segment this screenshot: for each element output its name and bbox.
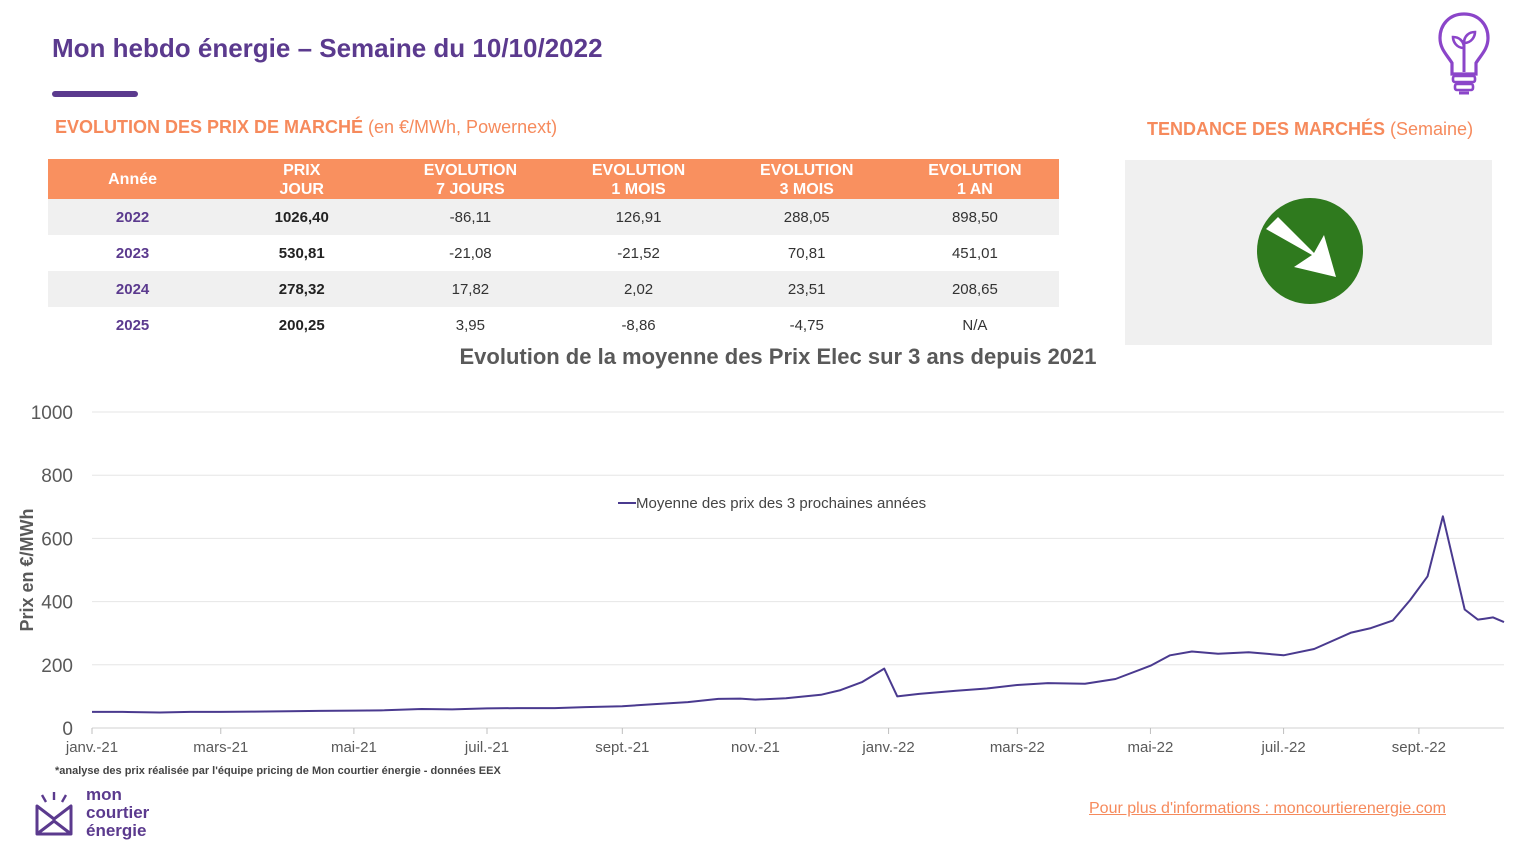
market-prices-title-bold: EVOLUTION DES PRIX DE MARCHÉ — [55, 117, 364, 137]
table-row: 2022 1026,40 -86,11 126,91 288,05 898,50 — [48, 199, 1059, 235]
market-trend-panel — [1125, 160, 1492, 345]
col-header-evo-3m: EVOLUTION 3 MOIS — [722, 159, 891, 199]
series-container — [92, 515, 1505, 714]
cell-evo-1an: 208,65 — [890, 271, 1059, 307]
footnote: *analyse des prix réalisée par l'équipe … — [55, 765, 501, 777]
x-tick-label: sept.-21 — [595, 739, 649, 756]
x-tick-label: mai-22 — [1128, 739, 1174, 756]
trend-arrow — [1266, 217, 1336, 277]
cell-evo-7j: -86,11 — [386, 199, 555, 235]
legend-label: Moyenne des prix des 3 prochaines années — [636, 495, 926, 512]
cell-evo-1m: 126,91 — [554, 199, 723, 235]
title-underline — [52, 91, 138, 97]
x-tick-label: janv.-22 — [861, 739, 914, 756]
arrow-down-right-icon — [1257, 198, 1363, 304]
col-header-evo-1an: EVOLUTION 1 AN — [890, 159, 1059, 199]
cell-evo-1an: 898,50 — [890, 199, 1059, 235]
table-row: 2025 200,25 3,95 -8,86 -4,75 N/A — [48, 307, 1059, 343]
market-prices-title-unit: (en €/MWh, Powernext) — [363, 117, 558, 137]
logo-line-3: énergie — [86, 821, 147, 840]
cell-evo-3m: 70,81 — [787, 244, 826, 262]
cell-evo-7j: 3,95 — [455, 316, 485, 334]
chart-gridlines — [92, 411, 1504, 729]
y-tick-label: 600 — [41, 529, 73, 550]
cell-year: 2024 — [48, 271, 218, 307]
cell-evo-1m: -21,52 — [617, 244, 660, 262]
col-header-evo-1m: EVOLUTION 1 MOIS — [554, 159, 723, 199]
cell-evo-1an: N/A — [962, 316, 988, 334]
x-tick-label: juil.-22 — [1260, 739, 1305, 756]
cell-evo-1an: 451,01 — [951, 244, 998, 262]
x-axis-tick-labels: janv.-21 mars-21 mai-21 juil.-21 sept.-21 nov… — [65, 728, 1446, 756]
cell-evo-7j: 17,82 — [386, 271, 555, 307]
y-tick-label: 0 — [62, 719, 73, 740]
cell-prix-jour: 530,81 — [278, 244, 325, 262]
table-row: 2023 530,81 -21,08 -21,52 70,81 451,01 — [48, 235, 1059, 271]
y-axis-tick-labels: 0 200 400 600 800 1000 — [31, 403, 73, 740]
logo-line-1: mon — [86, 785, 122, 804]
market-trend-section-title: TENDANCE DES MARCHÉS (Semaine) — [1147, 119, 1473, 140]
chart-legend: Moyenne des prix des 3 prochaines années — [618, 495, 926, 512]
more-info-link[interactable]: Pour plus d'informations : moncourtieren… — [1089, 800, 1446, 817]
col-header-prix-jour: PRIX JOUR — [217, 159, 387, 199]
cell-evo-1m: -8,86 — [621, 316, 656, 334]
y-tick-label: 800 — [41, 466, 73, 487]
table-row: 2024 278,32 17,82 2,02 23,51 208,65 — [48, 271, 1059, 307]
page-title: Mon hebdo énergie – Semaine du 10/10/202… — [52, 33, 603, 63]
brand-logo-text: mon courtier énergie — [86, 786, 149, 840]
cell-year: 2023 — [115, 244, 150, 262]
y-tick-label: 1000 — [31, 403, 73, 424]
cell-evo-1m: 2,02 — [554, 271, 723, 307]
envelope-logo-icon — [35, 792, 73, 836]
x-tick-label: sept.-22 — [1392, 739, 1446, 756]
logo-line-2: courtier — [86, 803, 150, 822]
cell-evo-7j: -21,08 — [449, 244, 492, 262]
cell-year: 2025 — [115, 316, 150, 334]
x-tick-label: nov.-21 — [731, 739, 780, 756]
y-tick-label: 400 — [41, 593, 73, 614]
market-prices-section-title: EVOLUTION DES PRIX DE MARCHÉ (en €/MWh, … — [55, 117, 557, 138]
series-line — [92, 515, 1505, 714]
cell-prix-jour: 278,32 — [217, 271, 387, 307]
x-tick-label: mars-22 — [990, 739, 1045, 756]
market-trend-title-bold: TENDANCE DES MARCHÉS — [1147, 119, 1386, 139]
x-tick-label: janv.-21 — [65, 739, 118, 756]
cell-evo-3m: -4,75 — [789, 316, 824, 334]
x-tick-label: mars-21 — [193, 739, 248, 756]
chart-title: Evolution de la moyenne des Prix Elec su… — [459, 344, 1097, 369]
col-header-annee: Année — [48, 159, 218, 199]
table-header-row: Année PRIX JOUR EVOLUTION 7 JOURS EVOLUTIO… — [48, 159, 1059, 199]
lightbulb-icon — [1438, 12, 1490, 95]
x-tick-label: juil.-21 — [464, 739, 509, 756]
cell-evo-3m: 288,05 — [722, 199, 891, 235]
y-tick-label: 200 — [41, 656, 73, 677]
market-prices-table: Année PRIX JOUR EVOLUTION 7 JOURS EVOLUTIO… — [48, 159, 1059, 343]
cell-evo-3m: 23,51 — [722, 271, 891, 307]
cell-year: 2022 — [48, 199, 218, 235]
market-trend-title-period: (Semaine) — [1385, 119, 1474, 139]
x-tick-label: mai-21 — [331, 739, 377, 756]
cell-prix-jour: 1026,40 — [217, 199, 387, 235]
y-axis-label: Prix en €/MWh — [17, 508, 37, 631]
col-header-evo-7j: EVOLUTION 7 JOURS — [386, 159, 555, 199]
cell-prix-jour: 200,25 — [278, 316, 325, 334]
